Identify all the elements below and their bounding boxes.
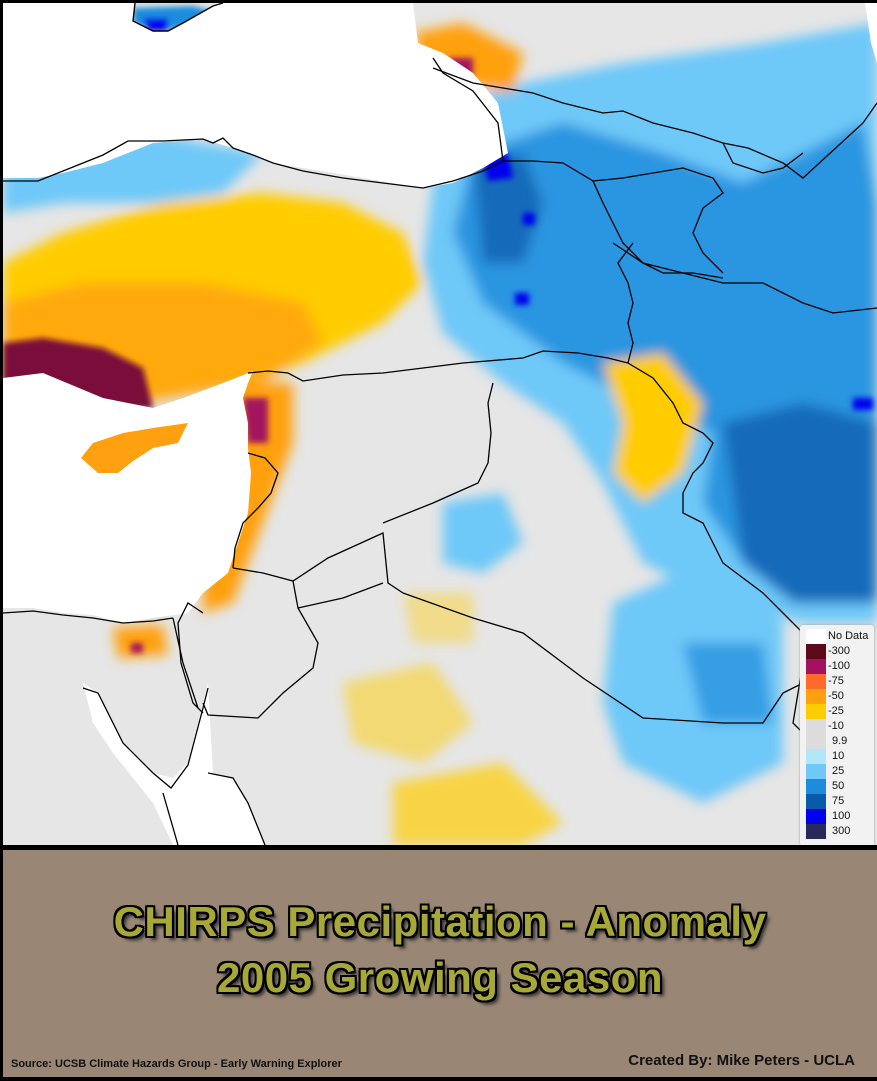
country-borders <box>3 57 877 845</box>
source-credit: Source: UCSB Climate Hazards Group - Ear… <box>11 1058 342 1070</box>
title-line-2: 2005 Growing Season <box>217 954 663 1001</box>
cyprus <box>81 423 188 473</box>
map-graphic <box>3 3 877 845</box>
legend-label: 25 <box>832 765 845 777</box>
legend-item: 9.9 <box>806 734 872 749</box>
legend-label: 10 <box>832 750 845 762</box>
legend-label: 100 <box>832 810 851 822</box>
author-credit: Created By: Mike Peters - UCLA <box>628 1052 855 1069</box>
legend-item: -50 <box>806 689 872 704</box>
legend-label: 9.9 <box>832 735 848 747</box>
legend: No Data -300 -100 -75 -50 -25 <box>800 625 874 845</box>
legend-swatch <box>806 644 826 659</box>
legend-swatch <box>806 794 826 809</box>
legend-swatch <box>806 629 826 644</box>
legend-swatch <box>806 719 826 734</box>
legend-label: -100 <box>828 660 851 672</box>
legend-swatch <box>806 749 826 764</box>
legend-label: -50 <box>828 690 844 702</box>
legend-label: No Data <box>828 630 869 642</box>
legend-swatch <box>806 779 826 794</box>
legend-item: -100 <box>806 659 872 674</box>
caspian-sea <box>865 3 877 63</box>
legend-label: 75 <box>832 795 845 807</box>
legend-item: -10 <box>806 719 872 734</box>
legend-swatch <box>806 809 826 824</box>
legend-swatch <box>806 704 826 719</box>
legend-swatch <box>806 689 826 704</box>
black-sea <box>3 3 508 188</box>
legend-swatch <box>806 764 826 779</box>
red-sea <box>83 683 265 845</box>
legend-item: No Data <box>806 629 872 644</box>
legend-item: 300 <box>806 824 872 839</box>
legend-item: -75 <box>806 674 872 689</box>
legend-swatch <box>806 734 826 749</box>
title-line-1: CHIRPS Precipitation - Anomaly <box>113 898 767 945</box>
legend-label: -300 <box>828 645 851 657</box>
legend-swatch <box>806 824 826 839</box>
legend-item: 10 <box>806 749 872 764</box>
legend-item: 100 <box>806 809 872 824</box>
precipitation-anomaly-map: No Data -300 -100 -75 -50 -25 <box>3 3 877 845</box>
legend-item: 75 <box>806 794 872 809</box>
legend-item: -25 <box>806 704 872 719</box>
legend-item: 50 <box>806 779 872 794</box>
legend-label: -25 <box>828 705 844 717</box>
title-panel: CHIRPS Precipitation - Anomaly 2005 Grow… <box>3 850 877 1077</box>
legend-swatch <box>806 659 826 674</box>
legend-item: -300 <box>806 644 872 659</box>
legend-item: 25 <box>806 764 872 779</box>
legend-swatch <box>806 674 826 689</box>
legend-label: -10 <box>828 720 844 732</box>
mediterranean-sea <box>3 371 253 623</box>
legend-label: 50 <box>832 780 845 792</box>
legend-label: -75 <box>828 675 844 687</box>
legend-label: 300 <box>832 825 851 837</box>
